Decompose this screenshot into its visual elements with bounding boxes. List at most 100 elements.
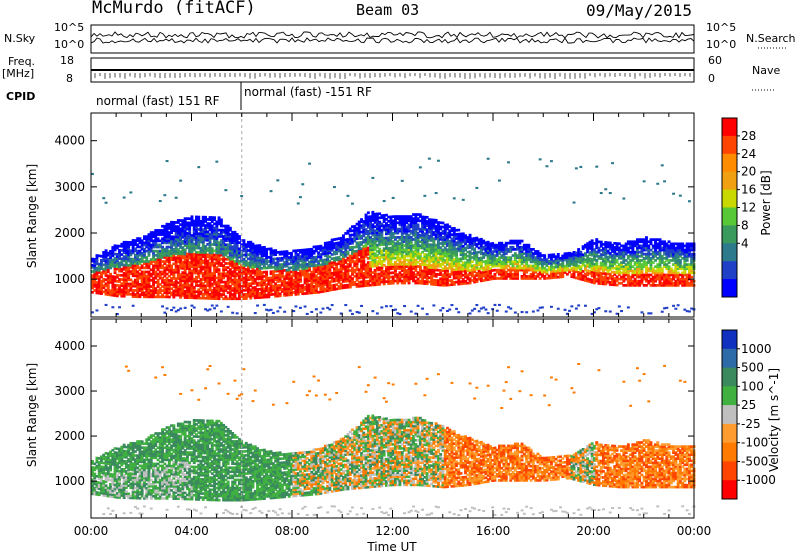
range-gate-cell	[115, 244, 119, 248]
range-gate-cell	[167, 285, 171, 288]
ground-scatter-cell	[509, 307, 513, 310]
range-gate-cell	[100, 254, 103, 258]
sparse-echo-cell	[400, 179, 404, 182]
range-gate-cell	[163, 256, 167, 259]
range-gate-cell	[165, 278, 169, 282]
range-gate-cell	[140, 266, 144, 270]
range-gate-cell	[165, 251, 169, 255]
range-gate-cell	[163, 235, 167, 238]
range-gate-cell	[145, 239, 149, 243]
range-gate-cell	[127, 274, 131, 277]
range-gate-cell	[147, 241, 151, 245]
freq-label: Freq.	[8, 55, 35, 68]
range-gate-cell	[122, 294, 126, 298]
ground-scatter-cell	[416, 304, 420, 307]
range-gate-cell	[145, 243, 149, 247]
range-gate-cell	[167, 266, 171, 270]
range-gate-cell	[140, 239, 144, 243]
range-gate-cell	[158, 249, 162, 253]
range-gate-cell	[111, 291, 115, 295]
range-gate-cell	[556, 253, 560, 256]
range-gate-cell	[113, 261, 117, 264]
range-gate-cell	[134, 243, 137, 246]
range-gate-cell	[122, 251, 126, 254]
range-gate-cell	[152, 254, 155, 257]
range-gate-cell	[147, 285, 151, 288]
range-gate-cell	[97, 277, 101, 281]
range-gate-cell	[154, 287, 158, 290]
range-gate-cell	[351, 277, 354, 280]
range-gate-cell	[149, 272, 153, 276]
range-gate-cell	[167, 295, 171, 299]
range-gate-cell	[100, 290, 103, 293]
sparse-echo-cell	[240, 195, 244, 198]
cpid-segment-2: normal (fast) -151 RF	[244, 85, 372, 99]
range-gate-cell	[111, 289, 115, 293]
range-gate-cell	[154, 237, 158, 241]
range-gate-cell	[113, 244, 117, 248]
ground-scatter-cell	[421, 307, 424, 310]
range-gate-cell	[140, 285, 144, 288]
range-gate-cell	[102, 257, 106, 260]
range-gate-cell	[111, 281, 115, 285]
range-gate-cell	[156, 268, 160, 272]
range-gate-cell	[163, 231, 167, 234]
range-gate-cell	[120, 278, 124, 281]
ground-scatter-cell	[213, 307, 216, 310]
ground-scatter-cell	[271, 311, 275, 314]
range-gate-cell	[111, 275, 115, 278]
range-gate-cell	[115, 253, 119, 256]
ground-scatter-cell	[303, 305, 307, 308]
range-gate-cell	[136, 293, 140, 296]
nsearch-label: N.Search	[746, 32, 796, 45]
range-gate-cell	[154, 270, 158, 274]
range-gate-cell	[97, 264, 101, 268]
range-gate-cell	[127, 268, 131, 271]
range-gate-cell	[145, 235, 149, 238]
sparse-echo-cell	[276, 179, 280, 182]
ground-scatter-cell	[163, 311, 167, 314]
range-gate-cell	[161, 260, 164, 263]
range-gate-cell	[120, 294, 124, 298]
range-gate-cell	[97, 254, 101, 258]
range-gate-cell	[93, 272, 97, 276]
range-gate-cell	[468, 233, 472, 237]
range-gate-cell	[100, 271, 103, 275]
range-gate-cell	[111, 254, 115, 258]
range-gate-cell	[143, 262, 146, 265]
range-gate-cell	[134, 268, 137, 271]
range-gate-cell	[163, 233, 167, 236]
range-gate-cell	[109, 272, 112, 276]
range-gate-cell	[118, 251, 121, 254]
ground-scatter-cell	[299, 306, 302, 309]
range-gate-cell	[134, 282, 137, 286]
range-gate-cell	[115, 294, 119, 298]
range-gate-cell	[95, 281, 99, 284]
range-gate-cell	[124, 282, 128, 286]
range-gate-cell	[95, 287, 99, 291]
range-gate-cell	[113, 275, 117, 279]
range-gate-cell	[145, 287, 149, 290]
range-gate-cell	[115, 265, 119, 269]
range-gate-cell	[143, 237, 146, 241]
range-gate-cell	[122, 272, 126, 275]
ground-scatter-cell	[360, 304, 363, 307]
range-gate-cell	[167, 249, 171, 253]
range-gate-cell	[158, 229, 162, 232]
range-gate-cell	[145, 278, 149, 282]
range-gate-cell	[97, 262, 101, 266]
range-gate-cell	[163, 272, 167, 276]
range-gate-cell	[156, 237, 160, 241]
range-gate-cell	[143, 249, 146, 253]
range-gate-cell	[418, 213, 422, 216]
range-gate-cell	[149, 278, 153, 282]
range-gate-cell	[134, 247, 137, 251]
sparse-echo-cell	[498, 179, 501, 182]
ground-scatter-cell	[278, 306, 282, 309]
range-gate-cell	[145, 260, 149, 263]
sparse-echo-cell	[427, 157, 431, 160]
range-gate-cell	[167, 258, 171, 261]
range-gate-cell	[163, 251, 167, 255]
range-gate-cell	[167, 237, 171, 241]
range-gate-cell	[154, 260, 158, 263]
